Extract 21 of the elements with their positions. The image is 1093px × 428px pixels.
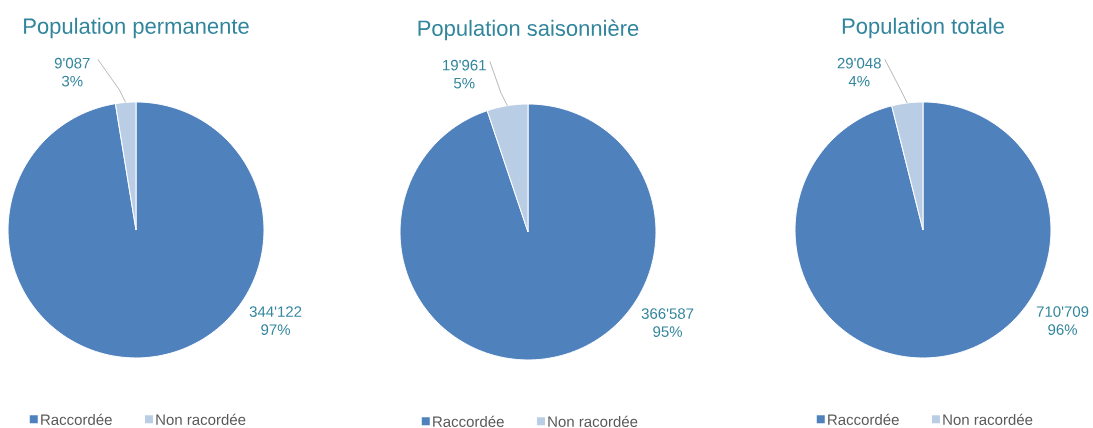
legend-label: Non racordée <box>156 413 246 426</box>
text: 5% <box>453 77 475 89</box>
legend-label: Non racordée <box>943 413 1033 426</box>
data-label: 344'122 <box>249 306 302 317</box>
legend-label: Raccordée <box>828 413 899 426</box>
chart-title: Population saisonnière <box>418 19 639 41</box>
text: 97% <box>261 324 291 335</box>
chart-title: Population permanente <box>24 17 249 39</box>
chart-title: Population totale <box>842 17 1004 39</box>
data-label: 29'048 <box>837 57 881 69</box>
text: 96% <box>1048 324 1078 335</box>
data-label: 710'709 <box>1036 306 1089 317</box>
text: 3% <box>61 75 83 87</box>
data-label: 9'087 <box>54 57 90 69</box>
text: 4% <box>848 75 870 87</box>
text: 95% <box>653 326 683 337</box>
legend-label: Non racordée <box>548 415 638 428</box>
data-label: 19'961 <box>443 59 486 71</box>
legend-label: Raccordée <box>41 413 112 426</box>
data-label: 366'587 <box>641 308 694 319</box>
legend-label: Raccordée <box>433 415 504 428</box>
